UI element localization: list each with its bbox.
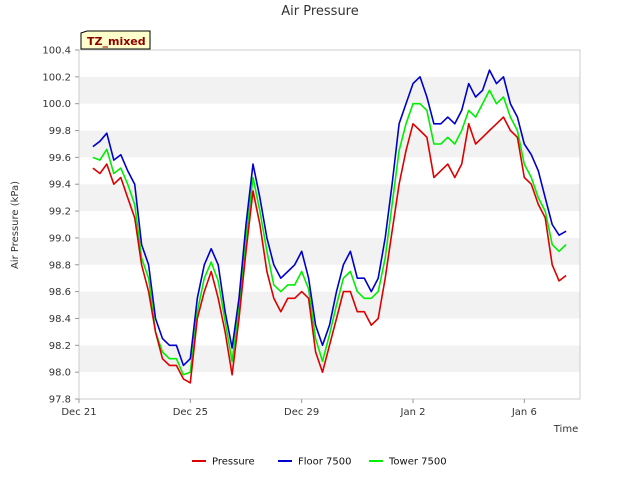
y-tick-label: 98.6 xyxy=(49,287,71,298)
grid-band xyxy=(79,291,580,319)
y-tick-label: 98.8 xyxy=(49,260,71,271)
x-tick-label: Jan 2 xyxy=(400,407,426,418)
legend-label-floor-7500: Floor 7500 xyxy=(298,457,352,468)
grid-band xyxy=(79,372,580,399)
x-axis-label: Time xyxy=(553,424,578,435)
y-tick-label: 98.4 xyxy=(49,314,71,325)
grid-band xyxy=(79,130,580,158)
x-tick-label: Dec 25 xyxy=(173,407,208,418)
legend-label-pressure: Pressure xyxy=(212,457,255,468)
y-tick-label: 98.2 xyxy=(49,341,71,352)
legend-label-tower-7500: Tower 7500 xyxy=(388,457,447,468)
grid-band xyxy=(79,211,580,238)
y-tick-label: 97.8 xyxy=(49,395,71,406)
x-axis-ticks: Dec 21 Dec 25 Dec 29 Jan 2 Jan 6 xyxy=(61,399,537,418)
series-lines xyxy=(92,69,567,384)
grid-band xyxy=(79,184,580,212)
y-tick-label: 99.6 xyxy=(49,153,71,164)
y-tick-label: 100.0 xyxy=(42,99,71,110)
tz-badge-label: TZ_mixed xyxy=(87,35,146,48)
y-tick-label: 100.4 xyxy=(42,46,71,57)
series-line-pressure xyxy=(92,116,567,384)
y-tick-label: 99.0 xyxy=(49,233,71,244)
plot-background-bands xyxy=(79,50,580,399)
grid-band xyxy=(79,237,580,265)
x-tick-label: Jan 6 xyxy=(511,407,537,418)
grid-band xyxy=(79,345,580,373)
grid-band xyxy=(79,264,580,292)
x-tick-label: Dec 21 xyxy=(61,407,96,418)
x-tick-label: Dec 29 xyxy=(284,407,319,418)
y-axis-ticks: 97.8 98.0 98.2 98.4 98.6 98.8 99.0 99.2 99.4 99.6… xyxy=(42,46,79,406)
y-axis-label: Air Pressure (kPa) xyxy=(10,181,21,269)
y-tick-label: 98.0 xyxy=(49,368,71,379)
y-tick-label: 100.2 xyxy=(42,72,71,83)
tz-badge: TZ_mixed xyxy=(80,30,151,50)
legend: Pressure Floor 7500 Tower 7500 xyxy=(192,457,447,468)
grid-band xyxy=(79,157,580,185)
series-line-tower-7500 xyxy=(92,89,567,376)
grid-band xyxy=(79,76,580,104)
series-line-floor-7500 xyxy=(92,69,567,367)
y-tick-label: 99.8 xyxy=(49,126,71,137)
chart-title: Air Pressure xyxy=(281,4,359,19)
tz-badge-box xyxy=(80,30,151,50)
y-tick-label: 99.2 xyxy=(49,207,71,218)
grid-band xyxy=(79,103,580,131)
grid-band xyxy=(79,50,580,77)
plot-frame xyxy=(78,49,581,400)
y-tick-label: 99.4 xyxy=(49,180,71,191)
